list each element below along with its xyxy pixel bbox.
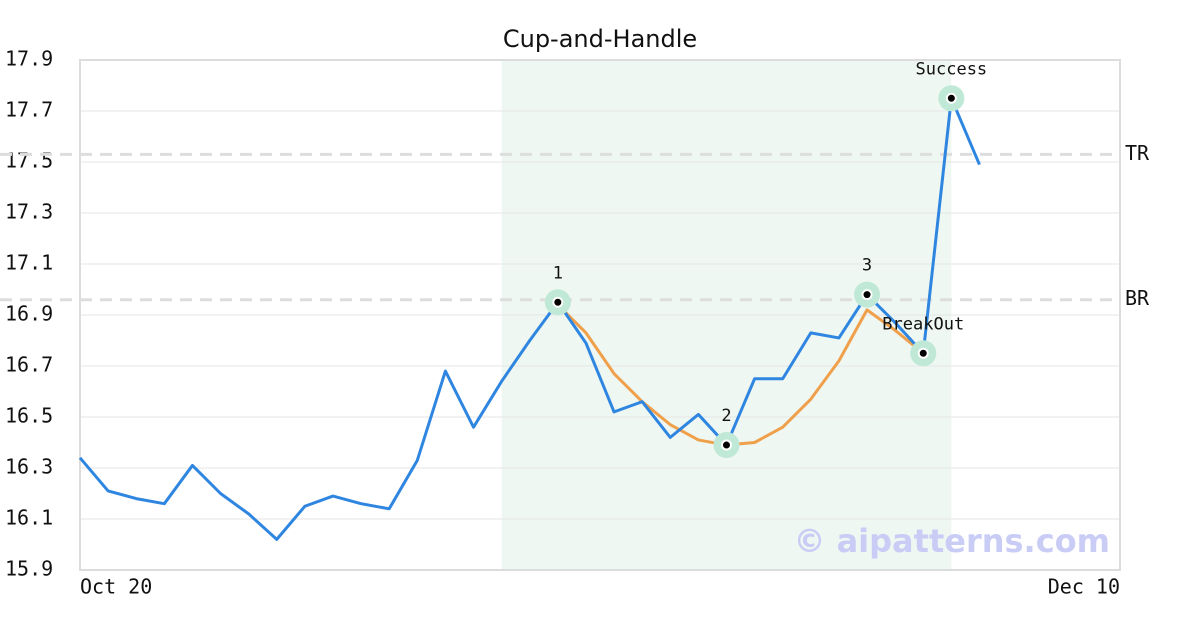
watermark: © aipatterns.com <box>793 522 1110 560</box>
y-tick-label: 16.7 <box>5 353 53 377</box>
pivot-dot <box>720 439 732 451</box>
y-tick-label: 16.9 <box>5 302 53 326</box>
plot-border <box>79 59 1121 571</box>
y-tick-label: 15.9 <box>5 557 53 581</box>
annotation-label: BreakOut <box>882 314 964 334</box>
annotation-label: Success <box>916 59 988 79</box>
y-tick-label: 17.7 <box>5 98 53 122</box>
y-tick-label: 17.5 <box>5 149 53 173</box>
y-tick-label: 16.1 <box>5 506 53 530</box>
y-tick-label: 16.5 <box>5 404 53 428</box>
annotation-label: 2 <box>721 406 731 426</box>
x-tick-label: Dec 10 <box>1048 575 1120 599</box>
pivot-dot <box>945 92 957 104</box>
pivot-dot <box>861 289 873 301</box>
annotation-label: 3 <box>862 256 872 276</box>
y-tick-label: 17.3 <box>5 200 53 224</box>
y-tick-label: 17.1 <box>5 251 53 275</box>
reference-label: BR <box>1125 286 1150 310</box>
pivot-dot <box>552 296 564 308</box>
reference-label: TR <box>1125 141 1150 165</box>
chart-title: Cup-and-Handle <box>503 25 697 53</box>
annotation-label: 1 <box>553 263 563 283</box>
y-tick-label: 17.9 <box>5 47 53 71</box>
pivot-dot <box>917 347 929 359</box>
series-line <box>78 96 981 541</box>
y-tick-label: 16.3 <box>5 455 53 479</box>
series-line <box>556 303 925 447</box>
x-tick-label: Oct 20 <box>80 575 152 599</box>
